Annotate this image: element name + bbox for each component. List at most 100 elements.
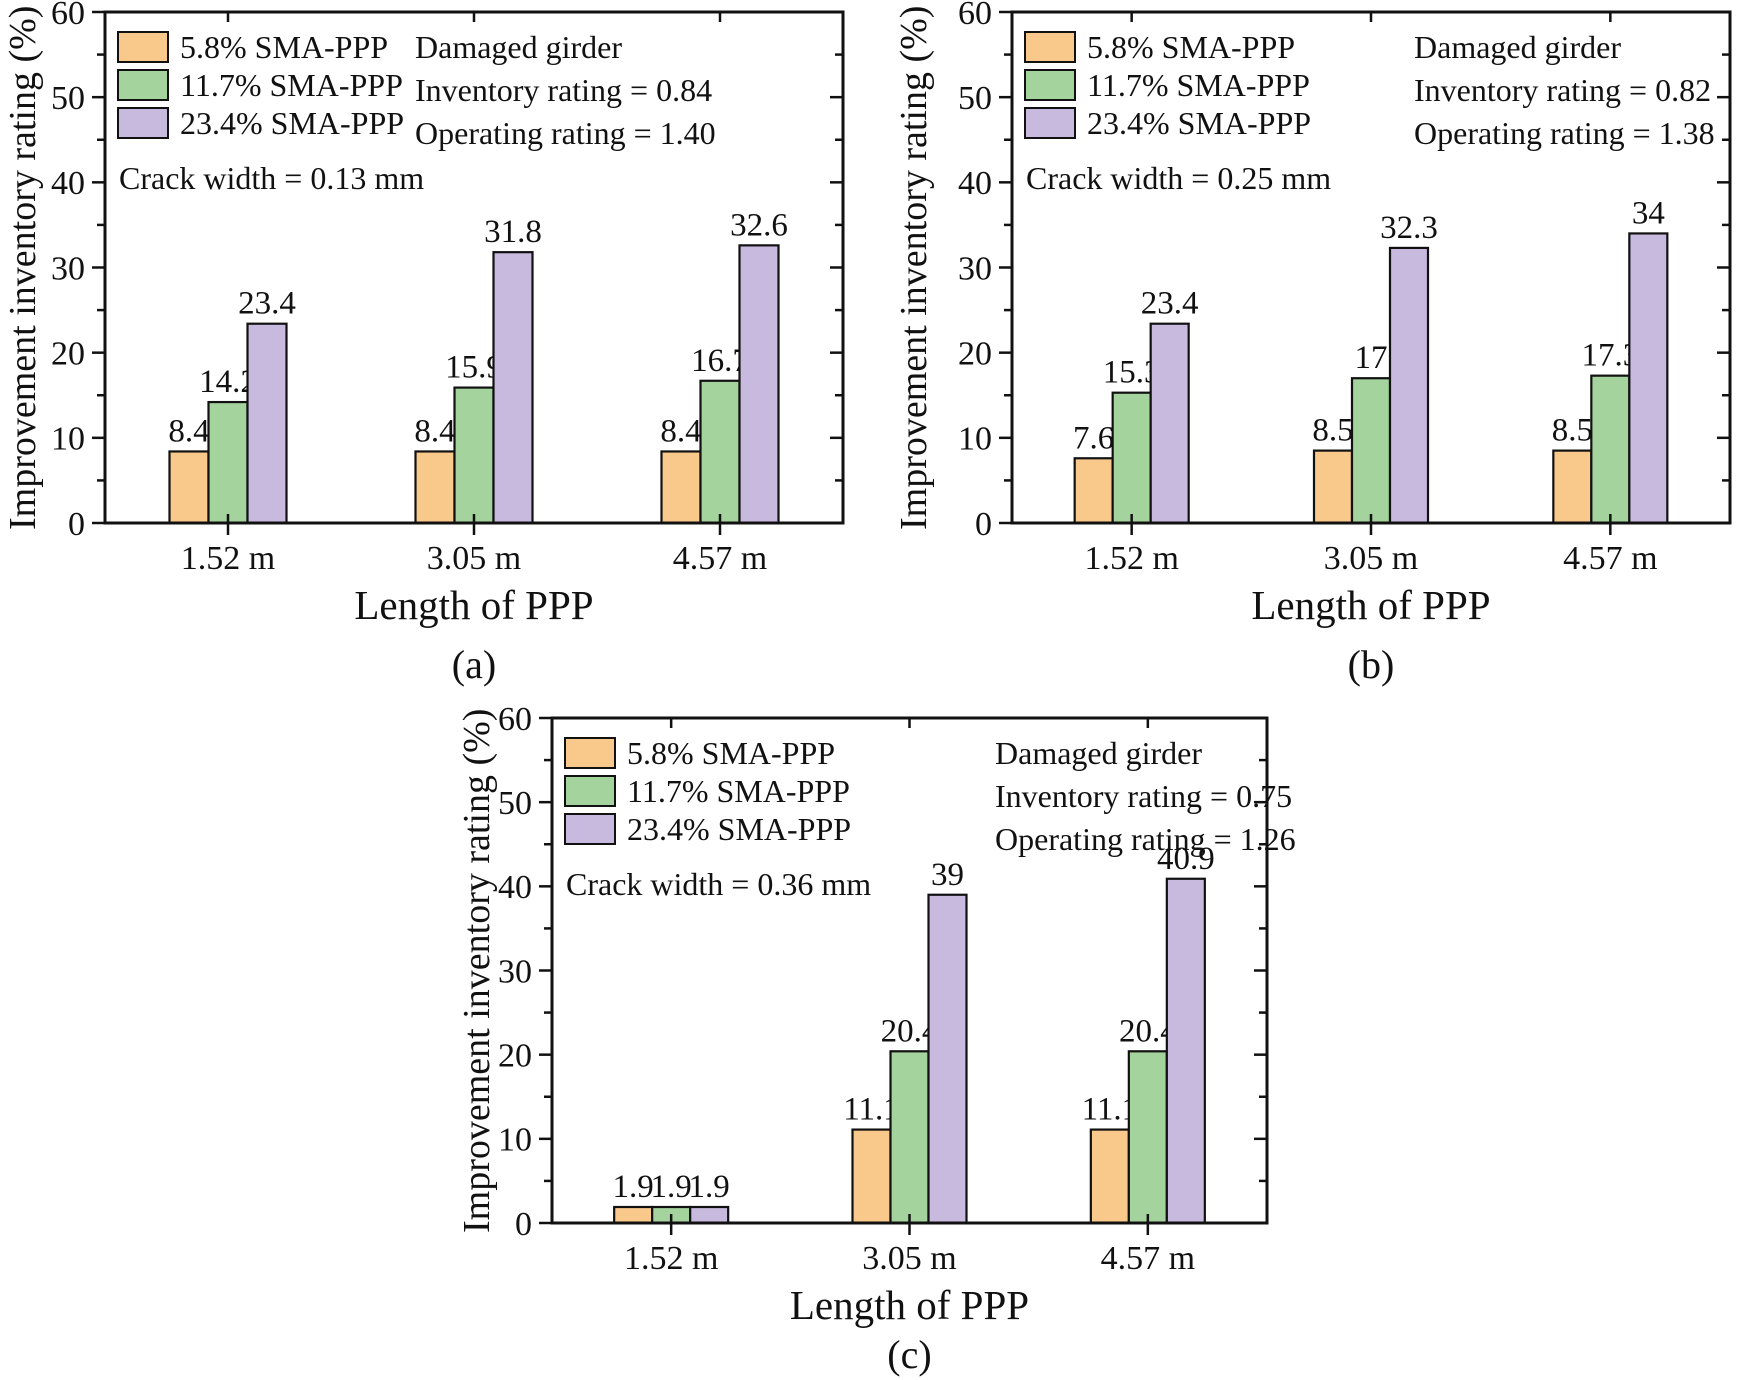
- legend-label: 5.8% SMA-PPP: [1087, 28, 1296, 65]
- bar-value-label: 23.4: [238, 286, 296, 322]
- legend-label: 11.7% SMA-PPP: [627, 772, 850, 809]
- y-tick-label: 40: [498, 869, 532, 906]
- legend-swatch-purple: [564, 813, 616, 845]
- y-tick-label: 0: [975, 506, 992, 543]
- bar: [414, 450, 456, 525]
- bar: [1312, 449, 1354, 525]
- bar-value-label: 7.6: [1073, 420, 1114, 456]
- bar-value-label: 8.5: [1312, 413, 1353, 449]
- legend-item: 5.8% SMA-PPP: [1024, 28, 1311, 66]
- panel-caption: (a): [451, 642, 497, 687]
- bar-value-label: 23.4: [1141, 286, 1199, 322]
- legend: 5.8% SMA-PPP 11.7% SMA-PPP 23.4% SMA-PPP: [117, 28, 404, 142]
- bar: [1590, 374, 1631, 525]
- bar: [1350, 377, 1392, 525]
- y-tick-label: 30: [958, 250, 992, 287]
- chart-panel-a: Improvement inventory rating (%) 8.4 14.2…: [0, 0, 877, 690]
- legend-item: 23.4% SMA-PPP: [564, 810, 851, 848]
- x-tick-label: 4.57 m: [1563, 540, 1657, 577]
- bar: [613, 1205, 654, 1225]
- bar: [453, 386, 495, 525]
- bar: [889, 1050, 930, 1225]
- x-tick-label: 1.52 m: [1084, 540, 1178, 577]
- y-tick-label: 50: [498, 785, 532, 822]
- y-tick-label: 60: [51, 0, 85, 32]
- bar: [246, 322, 288, 525]
- chart-panel-b: Improvement inventory rating (%) 7.6 15.3…: [877, 0, 1755, 690]
- x-tick-label: 4.57 m: [673, 540, 767, 577]
- bar-value-label: 8.4: [660, 413, 701, 449]
- bar: [1127, 1050, 1168, 1225]
- bar: [1089, 1128, 1130, 1225]
- bar-value-label: 1.9: [689, 1169, 730, 1205]
- legend-label: 5.8% SMA-PPP: [627, 734, 836, 771]
- x-tick-label: 3.05 m: [427, 540, 521, 577]
- bar: [660, 450, 702, 525]
- annotation-line-inventory-rating: Inventory rating = 0.75: [995, 778, 1293, 814]
- plot-area: 1.91.91.911.120.43911.120.440.9010203040…: [498, 701, 1269, 1277]
- bar-value-label: 1.9: [651, 1169, 692, 1205]
- legend-label: 11.7% SMA-PPP: [1087, 66, 1310, 103]
- y-tick-label: 30: [498, 953, 532, 990]
- bar: [927, 893, 968, 1225]
- legend: 5.8% SMA-PPP 11.7% SMA-PPP 23.4% SMA-PPP: [564, 734, 851, 848]
- y-tick-label: 60: [958, 0, 992, 32]
- legend-label: 11.7% SMA-PPP: [180, 66, 403, 103]
- x-axis-title: Length of PPP: [1251, 582, 1491, 628]
- legend-swatch-orange: [564, 737, 616, 769]
- annotation-line-damaged-girder: Damaged girder: [415, 29, 623, 65]
- annotation-block: Damaged girder Inventory rating = 0.82 O…: [1414, 26, 1715, 155]
- legend-item: 11.7% SMA-PPP: [1024, 66, 1311, 104]
- legend-item: 11.7% SMA-PPP: [117, 66, 404, 104]
- bar: [699, 379, 741, 525]
- legend-swatch-green: [117, 69, 169, 101]
- bar-value-label: 1.9: [613, 1169, 654, 1205]
- annotation-line-operating-rating: Operating rating = 1.38: [1414, 115, 1715, 151]
- bar-value-label: 8.5: [1552, 413, 1593, 449]
- y-tick-label: 50: [51, 80, 85, 117]
- bar: [1073, 457, 1114, 525]
- bar: [1149, 322, 1190, 525]
- panel-caption: (b): [1347, 642, 1395, 687]
- annotation-line-operating-rating: Operating rating = 1.40: [415, 115, 716, 151]
- bar-value-label: 34: [1632, 195, 1665, 231]
- x-tick-label: 3.05 m: [862, 1240, 956, 1277]
- crack-width-note: Crack width = 0.25 mm: [1026, 160, 1332, 196]
- y-tick-label: 0: [515, 1206, 532, 1243]
- plot-area: 7.615.323.48.51732.38.517.33401020304050…: [958, 0, 1732, 577]
- legend-swatch-orange: [1024, 31, 1076, 63]
- y-tick-label: 0: [68, 506, 85, 543]
- bar: [1165, 877, 1206, 1225]
- bar: [168, 450, 210, 525]
- y-tick-label: 20: [498, 1038, 532, 1075]
- annotation-block: Damaged girder Inventory rating = 0.75 O…: [995, 732, 1296, 861]
- y-tick-label: 20: [958, 336, 992, 373]
- bar-value-label: 40.9: [1157, 841, 1215, 877]
- legend-item: 23.4% SMA-PPP: [1024, 104, 1311, 142]
- x-tick-label: 3.05 m: [1324, 540, 1418, 577]
- legend-item: 5.8% SMA-PPP: [564, 734, 851, 772]
- crack-width-note: Crack width = 0.36 mm: [566, 866, 872, 902]
- bar: [1111, 391, 1152, 525]
- annotation-block: Damaged girder Inventory rating = 0.84 O…: [415, 26, 716, 155]
- bar: [689, 1205, 730, 1225]
- x-tick-label: 1.52 m: [181, 540, 275, 577]
- bar: [1628, 232, 1669, 525]
- y-tick-label: 10: [498, 1122, 532, 1159]
- y-tick-label: 10: [958, 421, 992, 458]
- bar-value-label: 39: [931, 857, 964, 893]
- x-axis-title: Length of PPP: [354, 582, 594, 628]
- y-tick-label: 50: [958, 80, 992, 117]
- bar-value-label: 32.6: [730, 207, 788, 243]
- legend: 5.8% SMA-PPP 11.7% SMA-PPP 23.4% SMA-PPP: [1024, 28, 1311, 142]
- panel-caption: (c): [887, 1332, 932, 1377]
- bar: [1552, 449, 1593, 525]
- legend-label: 23.4% SMA-PPP: [180, 104, 405, 141]
- x-tick-label: 4.57 m: [1101, 1240, 1195, 1277]
- y-tick-label: 10: [51, 421, 85, 458]
- legend-swatch-purple: [117, 107, 169, 139]
- crack-width-note: Crack width = 0.13 mm: [119, 160, 425, 196]
- x-axis-title: Length of PPP: [789, 1282, 1030, 1328]
- bar: [207, 400, 249, 525]
